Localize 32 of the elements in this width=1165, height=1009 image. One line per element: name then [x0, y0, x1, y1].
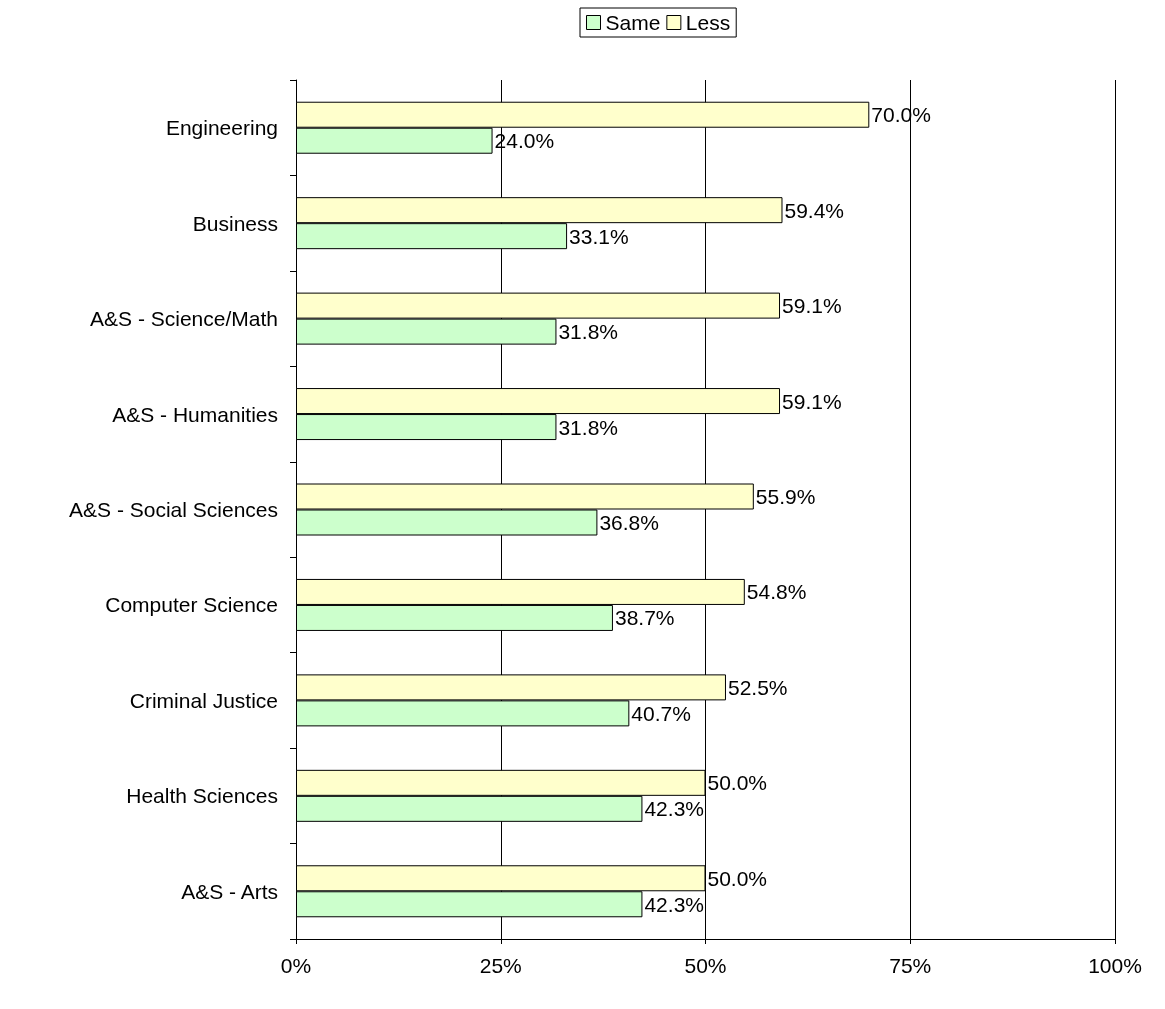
y-tick-label: Criminal Justice	[129, 688, 278, 712]
y-tick-label: Engineering	[165, 116, 278, 140]
data-label: 50.0%	[707, 771, 768, 795]
x-tick-label: 75%	[889, 954, 932, 977]
y-tick-label: A&S - Social Sciences	[69, 498, 278, 521]
legend-label: Less	[685, 11, 731, 34]
x-tick-label: 25%	[479, 954, 522, 977]
y-tick-label: Health Sciences	[126, 784, 278, 808]
data-label: 40.7%	[631, 701, 691, 725]
x-tick-label: 50%	[684, 954, 727, 977]
data-label: 38.7%	[614, 606, 675, 630]
data-label: 42.3%	[644, 892, 704, 916]
data-label: 55.9%	[755, 485, 816, 508]
data-label: 42.3%	[644, 797, 704, 821]
data-label: 36.8%	[599, 511, 659, 534]
data-label: 50.0%	[707, 866, 768, 890]
y-tick-label: A&S - Arts	[181, 879, 278, 903]
data-label: 52.5%	[727, 675, 788, 699]
data-label: 59.1%	[782, 294, 842, 318]
y-tick-label: Business	[192, 211, 278, 235]
y-tick-label: A&S - Humanities	[112, 402, 278, 426]
data-label: 54.8%	[746, 580, 807, 604]
y-tick-label: A&S - Science/Math	[90, 307, 278, 331]
data-label: 33.1%	[569, 224, 629, 248]
x-tick-label: 0%	[280, 954, 312, 977]
legend-label: Same	[605, 11, 661, 34]
data-label: 59.1%	[782, 389, 842, 413]
data-label: 59.4%	[784, 198, 845, 222]
data-label: 31.8%	[558, 320, 618, 344]
x-tick-label: 100%	[1088, 954, 1142, 977]
y-tick-label: Computer Science	[105, 593, 278, 617]
data-label: 31.8%	[558, 415, 618, 439]
